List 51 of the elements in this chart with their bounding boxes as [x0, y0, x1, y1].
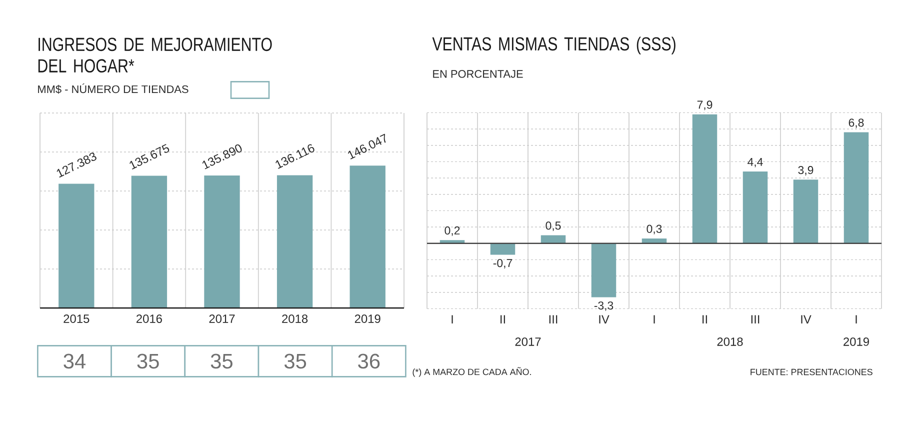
bar	[58, 184, 94, 308]
bar	[793, 180, 818, 244]
chart-subtitle: EN PORCENTAJE	[433, 70, 523, 78]
x-tick-label: 2015	[64, 314, 90, 323]
text: 2018	[717, 337, 743, 346]
chart-subtitle: MM$ - NÚMERO DE TIENDAS	[38, 83, 188, 94]
x-tick-label: II	[500, 315, 505, 324]
x-tick-label: 2018	[282, 314, 308, 323]
x-tick-label: 2019	[354, 314, 380, 323]
x-tick-label: III	[751, 315, 760, 324]
data-label: 0,2	[444, 226, 460, 236]
chart-title: VENTAS MISMAS TIENDAS (SSS)	[432, 36, 676, 54]
x-tick-label: I	[654, 315, 655, 324]
bar	[440, 240, 465, 244]
x-tick-label: I	[452, 315, 453, 324]
data-label: 6,8	[848, 118, 864, 128]
bar	[276, 175, 313, 308]
data-label: -0,7	[493, 259, 512, 268]
text: 2017	[515, 337, 541, 346]
bar	[642, 238, 667, 244]
data-label: 35	[210, 354, 232, 369]
bar	[350, 166, 386, 308]
data-label: 0,3	[646, 224, 662, 234]
bar	[844, 132, 869, 244]
data-label: 3,9	[798, 166, 814, 176]
bar	[490, 243, 516, 255]
bar	[204, 176, 240, 308]
data-label: 36	[358, 354, 380, 369]
data-label: 4,4	[748, 158, 763, 168]
bar	[742, 172, 768, 244]
text: 2019	[844, 337, 869, 346]
data-label: -3,3	[594, 301, 614, 311]
x-tick-label: II	[702, 315, 707, 324]
bar	[540, 235, 566, 244]
data-label: 7,9	[697, 100, 712, 110]
bar	[692, 114, 718, 244]
data-label: 35	[137, 354, 159, 369]
bar	[131, 176, 168, 308]
x-tick-label: 2017	[209, 314, 235, 323]
x-tick-label: III	[549, 315, 558, 324]
text: (*) A MARZO DE CADA AÑO.	[412, 367, 531, 377]
x-tick-label: IV	[801, 315, 812, 324]
bar	[591, 243, 616, 298]
x-tick-label: IV	[599, 315, 610, 324]
source-note: FUENTE: PRESENTACIONES	[750, 368, 872, 376]
x-tick-label: I	[856, 315, 857, 324]
data-label: 0,5	[546, 222, 561, 232]
chart-title: INGRESOS DE MEJORAMIENTO DEL HOGAR*	[38, 38, 272, 73]
data-label: 34	[64, 354, 86, 369]
x-tick-label: 2016	[136, 314, 162, 323]
data-label: 35	[284, 354, 306, 369]
